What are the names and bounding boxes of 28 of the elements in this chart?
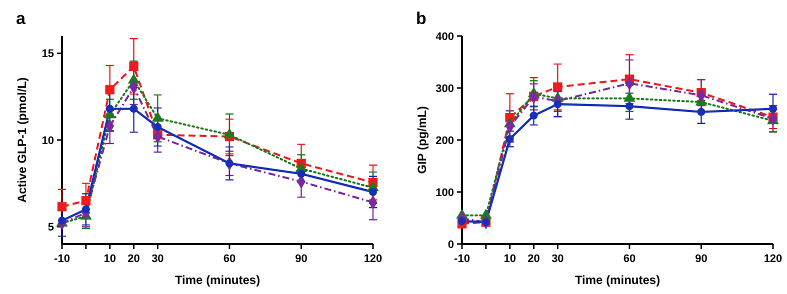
x-tick-label: 90 (695, 253, 708, 265)
y-tick-label: 0 (448, 238, 454, 251)
x-axis-title: Time (minutes) (574, 273, 660, 287)
y-tick-label: 5 (48, 222, 54, 234)
x-tick-label: 60 (623, 253, 636, 265)
x-tick-label: -10 (454, 253, 470, 265)
y-tick-label: 10 (42, 134, 54, 147)
y-tick-label: 15 (42, 48, 54, 60)
x-tick-label: 60 (223, 253, 236, 265)
x-tick-label: 90 (295, 253, 308, 265)
x-axis-title: Time (minutes) (174, 273, 260, 287)
x-tick-label: 20 (128, 253, 140, 265)
x-tick-label: -10 (54, 253, 70, 265)
x-tick-label: 20 (528, 253, 540, 265)
y-axis-title: GIP (pg/mL) (415, 106, 429, 174)
y-tick-label: 300 (436, 82, 454, 95)
y-tick-label: 400 (436, 30, 454, 43)
x-tick-label: 30 (552, 253, 564, 265)
y-tick-label: 200 (436, 134, 454, 147)
x-tick-label: 10 (104, 253, 116, 265)
x-tick-label: 120 (764, 253, 782, 265)
y-axis-title: Active GLP-1 (pmol/L) (15, 77, 29, 203)
x-tick-label: 30 (152, 253, 164, 265)
x-tick-label: 10 (504, 253, 516, 265)
chart-title: b (416, 9, 426, 28)
chart-title: a (16, 9, 26, 28)
x-tick-label: 120 (364, 253, 382, 265)
y-tick-label: 100 (436, 186, 454, 199)
